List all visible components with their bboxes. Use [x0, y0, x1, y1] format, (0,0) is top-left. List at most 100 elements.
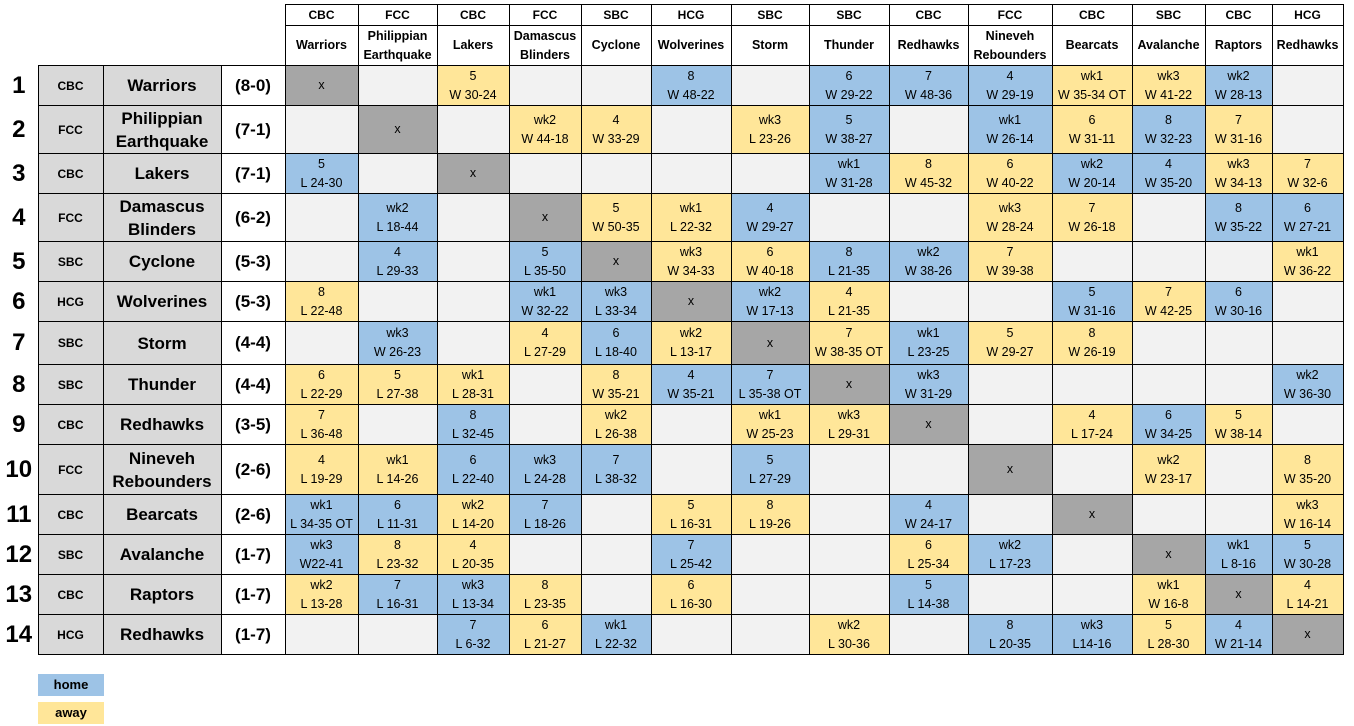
game-week: 5 — [687, 497, 695, 512]
game-result: W 32-23 — [1144, 131, 1193, 146]
game-result: W 17-13 — [746, 303, 794, 318]
game-week: 6 — [845, 68, 853, 83]
game-cell-away: wk1 L 28-31 — [436, 364, 510, 405]
game-week: 8 — [766, 497, 774, 512]
row-record: (1-7) — [220, 574, 286, 615]
self-marker: x — [1304, 627, 1311, 641]
empty-cell — [888, 614, 969, 655]
game-cell-home: wk1 W 32-22 — [508, 281, 582, 322]
empty-cell — [357, 65, 438, 106]
game-cell-home: 7 L 6-32 — [436, 614, 510, 655]
game-cell-away: wk2 L 13-17 — [650, 321, 732, 365]
game-result: L 33-34 — [595, 303, 637, 318]
standings-grid: CBC FCC CBC FCC SBC HCG SBC SBC CBC FCC CBC SBC CBC H… — [0, 4, 1344, 655]
game-week: 5 — [1006, 326, 1014, 340]
row-division: CBC — [37, 574, 104, 615]
column-division: SBC — [1131, 4, 1206, 26]
game-cell-home: 7 L 38-32 — [580, 444, 652, 495]
game-cell-home: 8 L 32-45 — [436, 404, 510, 445]
game-cell-home: 7 L 25-42 — [650, 534, 732, 575]
game-result: W 23-17 — [1144, 471, 1193, 486]
column-division: FCC — [357, 4, 438, 26]
empty-cell — [808, 193, 890, 242]
game-week: 5 — [394, 367, 401, 382]
row-rank: 2 — [0, 105, 38, 154]
game-week: 4 — [318, 452, 325, 467]
game-result: W 48-22 — [667, 87, 715, 102]
game-cell-away: wk3 W 16-14 — [1271, 494, 1344, 535]
game-week: 8 — [925, 156, 932, 171]
game-week: wk2 — [1227, 68, 1250, 83]
column-division: CBC — [1051, 4, 1133, 26]
grid-body: 1 CBC Warriors (8-0) x 5 W 30-24 8 W 48-22 6 W 29-… — [0, 65, 1344, 655]
game-cell-away: wk1 L 22-32 — [650, 193, 732, 242]
game-week: wk1 — [461, 367, 485, 382]
column-division: SBC — [730, 4, 810, 26]
game-result: W 31-16 — [1068, 303, 1116, 318]
row-division: HCG — [37, 281, 104, 322]
row-team-name: Storm — [102, 321, 222, 365]
empty-cell — [508, 153, 582, 194]
game-week: wk1 — [1157, 577, 1180, 592]
game-cell-home: 5 L 35-50 — [508, 241, 582, 282]
game-result: W 29-27 — [986, 345, 1034, 359]
empty-cell — [808, 494, 890, 535]
empty-cell — [967, 364, 1053, 405]
game-result: L 24-28 — [524, 471, 566, 486]
game-week: wk3 — [604, 284, 628, 299]
game-cell-away: 5 L 27-38 — [357, 364, 438, 405]
game-result: L 34-35 OT — [290, 516, 353, 531]
game-week: 7 — [394, 577, 401, 592]
game-week: wk2 — [917, 244, 940, 259]
game-week: 4 — [1235, 617, 1242, 632]
game-week: 7 — [1006, 244, 1014, 259]
game-result: W 35-20 — [1144, 175, 1193, 190]
game-week: 8 — [845, 244, 853, 259]
row-rank: 4 — [0, 193, 38, 242]
game-week: 8 — [1304, 452, 1311, 467]
team-row: 1 CBC Warriors (8-0) x 5 W 30-24 8 W 48-22 6 W 29-… — [0, 65, 1344, 106]
game-result: L 23-26 — [749, 131, 791, 146]
game-result: L 19-29 — [300, 471, 343, 486]
game-cell-away: 6 L 22-29 — [284, 364, 359, 405]
game-week: 6 — [394, 497, 401, 512]
game-cell-away: 8 W 35-21 — [580, 364, 652, 405]
game-cell-away: wk1 L 14-26 — [357, 444, 438, 495]
empty-cell — [357, 404, 438, 445]
game-result: W 42-25 — [1144, 303, 1193, 318]
column-division: SBC — [808, 4, 890, 26]
empty-cell — [580, 574, 652, 615]
row-record: (2-6) — [220, 444, 286, 495]
game-cell-home: 6 W 29-22 — [808, 65, 890, 106]
row-rank: 3 — [0, 153, 38, 194]
game-cell-home: 6 L 11-31 — [357, 494, 438, 535]
column-division: CBC — [1204, 4, 1273, 26]
game-week: 6 — [687, 577, 695, 592]
game-cell-home: wk2 W 38-26 — [888, 241, 969, 282]
game-cell-home: wk2 L 18-44 — [357, 193, 438, 242]
game-cell-away: 6 W 40-22 — [967, 153, 1053, 194]
game-cell-home: 4 W 24-17 — [888, 494, 969, 535]
game-week: wk1 — [679, 200, 703, 215]
team-row: 10 FCC Nineveh Rebounders (2-6) 4 L 19-29 wk1 L… — [0, 444, 1344, 495]
row-team-name: Thunder — [102, 364, 222, 405]
column-team-name: Avalanche — [1131, 25, 1206, 66]
game-week: 8 — [1088, 326, 1096, 340]
game-cell-away: 8 L 23-32 — [357, 534, 438, 575]
empty-cell — [580, 534, 652, 575]
game-result: L 23-32 — [376, 556, 419, 571]
game-cell-away: 7 W 32-6 — [1271, 153, 1344, 194]
game-cell-away: 5 W 30-24 — [436, 65, 510, 106]
game-week: 7 — [1235, 112, 1242, 127]
game-result: L 21-35 — [828, 303, 870, 318]
column-team-name: Redhawks — [888, 25, 969, 66]
row-team-name: Bearcats — [102, 494, 222, 535]
game-cell-away: 5 L 16-31 — [650, 494, 732, 535]
game-cell-away: 5 W 38-14 — [1204, 404, 1273, 445]
game-result: W 29-19 — [986, 87, 1034, 102]
self-cell: x — [967, 444, 1053, 495]
game-result: L 35-50 — [524, 263, 566, 278]
game-result: W 35-20 — [1283, 471, 1332, 486]
team-row: 6 HCG Wolverines (5-3) 8 L 22-48 wk1 W 32-22 wk3… — [0, 281, 1344, 322]
game-week: 4 — [541, 326, 549, 340]
